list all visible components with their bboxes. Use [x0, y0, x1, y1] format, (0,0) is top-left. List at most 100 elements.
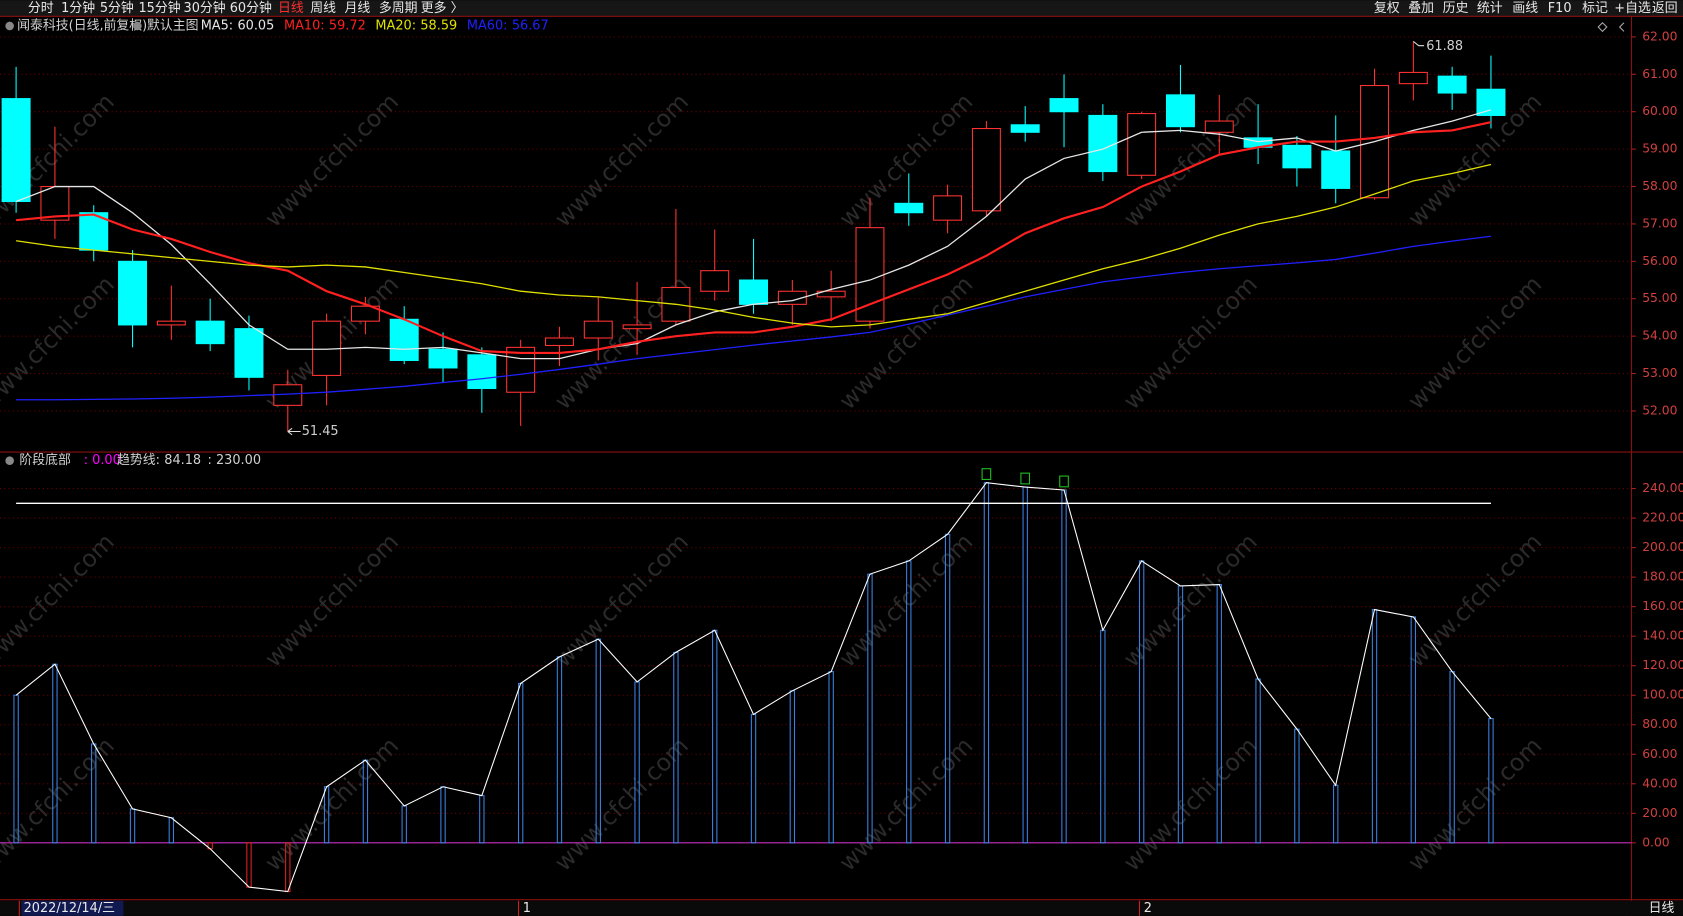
diamond-icon[interactable]	[1597, 22, 1608, 33]
candle-body	[1204, 120, 1234, 133]
y-tick-label: 52.00	[1642, 403, 1677, 417]
legend-name: 趋势线:	[117, 452, 160, 468]
toolbar-button[interactable]: F10	[1548, 1, 1572, 16]
toolbar-button[interactable]: 周线	[310, 1, 336, 16]
toolbar-button[interactable]: 标记	[1582, 1, 1608, 16]
y-tick-label: 240.00	[1642, 481, 1683, 495]
y-tick-label: 140.00	[1642, 629, 1683, 643]
toolbar-button[interactable]: 5分钟	[100, 0, 134, 16]
legend-name: MA20:	[375, 18, 416, 33]
candle-body	[156, 320, 186, 326]
candle-body	[389, 318, 419, 361]
candle-body	[583, 320, 613, 339]
indicator-line	[15, 482, 1492, 893]
candle-body	[739, 279, 769, 305]
y-tick-label: 62.00	[1642, 29, 1677, 43]
toolbar-button[interactable]: 分时	[28, 1, 54, 16]
toolbar	[0, 0, 1683, 17]
time-label: 2	[1144, 901, 1152, 916]
time-bar	[0, 900, 1683, 916]
y-tick-label: 120.00	[1642, 658, 1683, 672]
y-tick-label: 57.00	[1642, 216, 1677, 230]
candle-body	[1437, 75, 1467, 94]
date-highlight	[21, 900, 124, 916]
legend-value: 56.67	[512, 18, 549, 33]
toolbar-button[interactable]: 画线	[1512, 1, 1538, 16]
main-chart-label[interactable]: 默认主图	[147, 17, 199, 33]
candle-body	[1127, 113, 1157, 176]
toolbar-button[interactable]: 月线	[345, 1, 371, 16]
y-tick-label: 40.00	[1642, 776, 1677, 790]
candle-body	[234, 328, 264, 378]
candle-body	[700, 270, 730, 292]
indicator-title: 阶段底部	[19, 452, 71, 468]
toolbar-button[interactable]: 1分钟	[61, 0, 95, 16]
candle-body	[40, 185, 70, 221]
y-tick-label: 59.00	[1642, 142, 1677, 156]
y-tick-label: 60.00	[1642, 747, 1677, 761]
candle-body	[1010, 124, 1040, 133]
annotation-arrow	[287, 427, 301, 436]
candle-body	[1282, 144, 1312, 169]
signal-marker	[981, 468, 992, 480]
indicator-value: : 0.00	[84, 453, 121, 468]
toolbar-button[interactable]: 15分钟	[138, 0, 180, 16]
legend-name: MA5:	[201, 18, 233, 33]
legend-value: 84.18	[164, 453, 201, 468]
y-tick-label: 180.00	[1642, 570, 1683, 584]
stock-title: 闻泰科技(日线,前复权)	[17, 17, 147, 33]
legend-value: 59.72	[329, 18, 366, 33]
y-tick-label: 20.00	[1642, 806, 1677, 820]
annotation-arrow	[1412, 40, 1425, 47]
high-annotation: 61.88	[1426, 39, 1463, 54]
y-tick-label: 60.00	[1642, 104, 1677, 118]
y-tick-label: 0.00	[1642, 835, 1670, 849]
signal-marker	[1059, 475, 1069, 488]
ma-line	[15, 109, 1492, 360]
candle-body	[1088, 114, 1118, 173]
toolbar-button[interactable]: 复权	[1374, 0, 1400, 16]
candle-body	[1165, 94, 1195, 128]
indicator-bar	[13, 694, 19, 844]
menu-icon[interactable]	[5, 21, 14, 31]
toolbar-button[interactable]: 多周期	[379, 1, 418, 16]
candle-body	[467, 354, 497, 390]
candle-body	[428, 348, 458, 369]
ma-line	[16, 235, 1492, 401]
toolbar-button[interactable]: 统计	[1477, 1, 1503, 16]
toolbar-button[interactable]: 日线	[278, 1, 304, 16]
toolbar-button[interactable]: 30分钟	[184, 0, 226, 16]
y-tick-label: 100.00	[1642, 688, 1683, 702]
collapse-icon[interactable]	[1618, 22, 1625, 32]
candle-body	[506, 346, 536, 393]
toolbar-button[interactable]: +自选	[1614, 1, 1651, 16]
legend-name: MA60:	[467, 18, 508, 33]
toolbar-button[interactable]: 更多 〉	[421, 1, 464, 16]
candle-body	[933, 195, 963, 221]
period-label[interactable]: 日线	[1649, 901, 1675, 916]
y-tick-label: 53.00	[1642, 366, 1677, 380]
y-tick-label: 54.00	[1642, 329, 1677, 343]
candle-body	[855, 227, 885, 322]
menu-icon[interactable]	[5, 456, 14, 465]
time-label: 2022/12/14/三	[24, 901, 116, 916]
toolbar-button[interactable]: 历史	[1443, 1, 1469, 16]
menu-icon[interactable]	[133, 21, 142, 31]
y-tick-label: 58.00	[1642, 179, 1677, 193]
candle-body	[1049, 98, 1079, 113]
toolbar-button[interactable]: 叠加	[1408, 1, 1434, 16]
legend-value: 60.05	[237, 18, 274, 33]
legend-value: 58.59	[420, 18, 457, 33]
y-tick-label: 200.00	[1642, 540, 1683, 554]
candle-body	[1398, 71, 1428, 85]
y-tick-label: 61.00	[1642, 67, 1677, 81]
candle-body	[544, 337, 574, 347]
low-annotation: 51.45	[302, 424, 339, 439]
candle-body	[971, 128, 1001, 212]
toolbar-button[interactable]: 返回	[1652, 1, 1678, 16]
time-label: 1	[523, 901, 531, 916]
y-tick-label: 56.00	[1642, 254, 1677, 268]
toolbar-button[interactable]: 60分钟	[230, 0, 272, 16]
